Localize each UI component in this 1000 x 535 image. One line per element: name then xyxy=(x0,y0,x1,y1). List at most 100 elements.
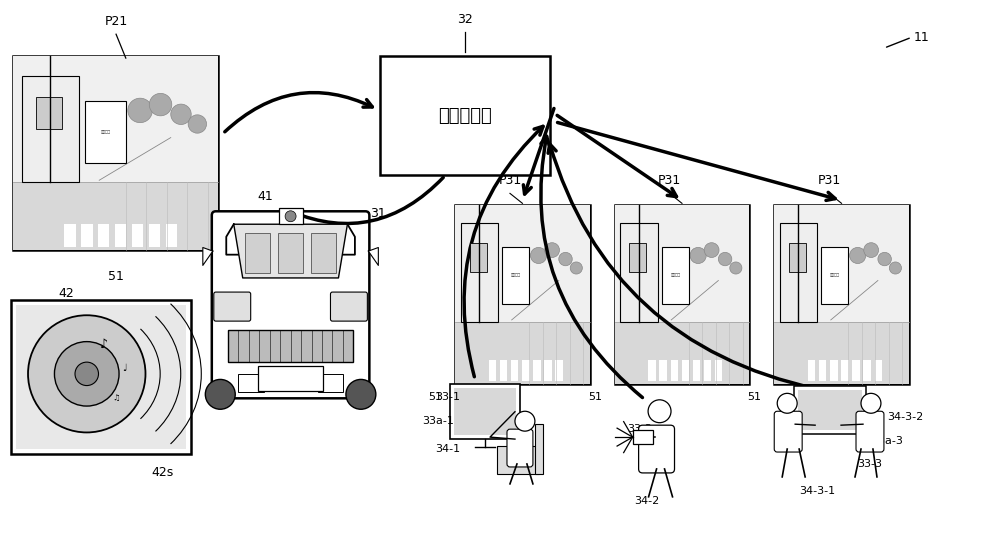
Circle shape xyxy=(149,94,172,116)
Text: 34-3-1: 34-3-1 xyxy=(799,486,835,496)
Bar xyxy=(544,360,552,381)
Text: 41: 41 xyxy=(257,190,273,203)
Text: 34-1: 34-1 xyxy=(435,444,460,454)
Bar xyxy=(13,56,218,250)
FancyBboxPatch shape xyxy=(507,429,533,467)
Bar xyxy=(279,208,303,224)
Bar xyxy=(228,330,353,362)
Text: 51: 51 xyxy=(588,392,602,402)
Bar xyxy=(502,247,529,304)
Bar xyxy=(454,388,516,435)
Text: 42: 42 xyxy=(58,287,74,300)
Bar xyxy=(238,374,264,392)
Text: らーめん: らーめん xyxy=(511,273,521,277)
Bar xyxy=(81,224,93,247)
Text: ♩: ♩ xyxy=(123,363,127,373)
Circle shape xyxy=(28,315,145,432)
Polygon shape xyxy=(368,248,378,265)
Circle shape xyxy=(205,379,235,409)
Bar xyxy=(819,360,826,381)
Bar xyxy=(149,224,160,247)
Bar xyxy=(166,224,177,247)
Polygon shape xyxy=(234,224,347,278)
Text: らーめん: らーめん xyxy=(100,130,110,134)
Text: 42s: 42s xyxy=(151,466,173,479)
Bar xyxy=(36,97,62,129)
Bar xyxy=(615,322,749,384)
Text: P31: P31 xyxy=(658,174,681,187)
Text: 34-2: 34-2 xyxy=(635,496,660,506)
Bar xyxy=(830,360,838,381)
Circle shape xyxy=(864,243,879,257)
Bar xyxy=(470,243,487,272)
Bar xyxy=(774,322,909,384)
Text: 内容服务器: 内容服务器 xyxy=(438,107,492,125)
Bar xyxy=(98,224,109,247)
Circle shape xyxy=(730,262,742,274)
Text: 51: 51 xyxy=(747,392,761,402)
Circle shape xyxy=(515,411,535,431)
Circle shape xyxy=(861,393,881,413)
Bar xyxy=(278,233,303,272)
Circle shape xyxy=(128,98,152,123)
Bar xyxy=(535,424,543,474)
Bar xyxy=(662,247,689,304)
Circle shape xyxy=(718,253,732,266)
Bar xyxy=(16,305,186,449)
Text: 51: 51 xyxy=(108,270,124,283)
Bar xyxy=(821,247,848,304)
Bar xyxy=(774,205,909,322)
Bar xyxy=(533,360,541,381)
FancyBboxPatch shape xyxy=(639,425,675,473)
Bar xyxy=(455,205,590,384)
Circle shape xyxy=(559,253,572,266)
Bar xyxy=(380,56,550,175)
Polygon shape xyxy=(203,248,213,265)
Bar xyxy=(115,224,126,247)
Circle shape xyxy=(545,243,559,257)
Bar xyxy=(659,360,667,381)
Bar xyxy=(715,360,722,381)
Circle shape xyxy=(75,362,98,386)
Circle shape xyxy=(878,253,891,266)
Bar xyxy=(863,360,871,381)
Circle shape xyxy=(531,247,547,264)
Text: 34-3-2: 34-3-2 xyxy=(887,412,923,422)
Circle shape xyxy=(777,393,797,413)
Bar xyxy=(64,224,76,247)
Bar xyxy=(774,205,909,384)
Text: 31: 31 xyxy=(370,207,386,220)
Circle shape xyxy=(648,400,671,423)
Text: らーめん: らーめん xyxy=(830,273,840,277)
Bar xyxy=(615,205,749,322)
Bar xyxy=(629,243,646,272)
Bar xyxy=(620,223,658,322)
Circle shape xyxy=(346,379,376,409)
Bar xyxy=(22,75,79,182)
Circle shape xyxy=(188,115,207,133)
Bar xyxy=(671,360,678,381)
Bar xyxy=(875,360,882,381)
Bar xyxy=(450,384,520,439)
Bar xyxy=(780,223,817,322)
Circle shape xyxy=(850,247,866,264)
Text: 51: 51 xyxy=(428,392,442,402)
Bar xyxy=(132,224,143,247)
Bar xyxy=(841,360,849,381)
Text: 11: 11 xyxy=(914,31,930,44)
Bar xyxy=(461,223,498,322)
Circle shape xyxy=(570,262,582,274)
Circle shape xyxy=(690,247,706,264)
Bar xyxy=(13,56,218,182)
Bar xyxy=(489,360,496,381)
Bar xyxy=(11,300,191,454)
Bar xyxy=(808,360,815,381)
Bar xyxy=(615,205,749,384)
Bar xyxy=(511,360,518,381)
Bar xyxy=(682,360,689,381)
Circle shape xyxy=(889,262,901,274)
Bar xyxy=(497,446,539,474)
Bar xyxy=(789,243,806,272)
Text: P31: P31 xyxy=(498,174,522,187)
FancyBboxPatch shape xyxy=(212,211,369,399)
